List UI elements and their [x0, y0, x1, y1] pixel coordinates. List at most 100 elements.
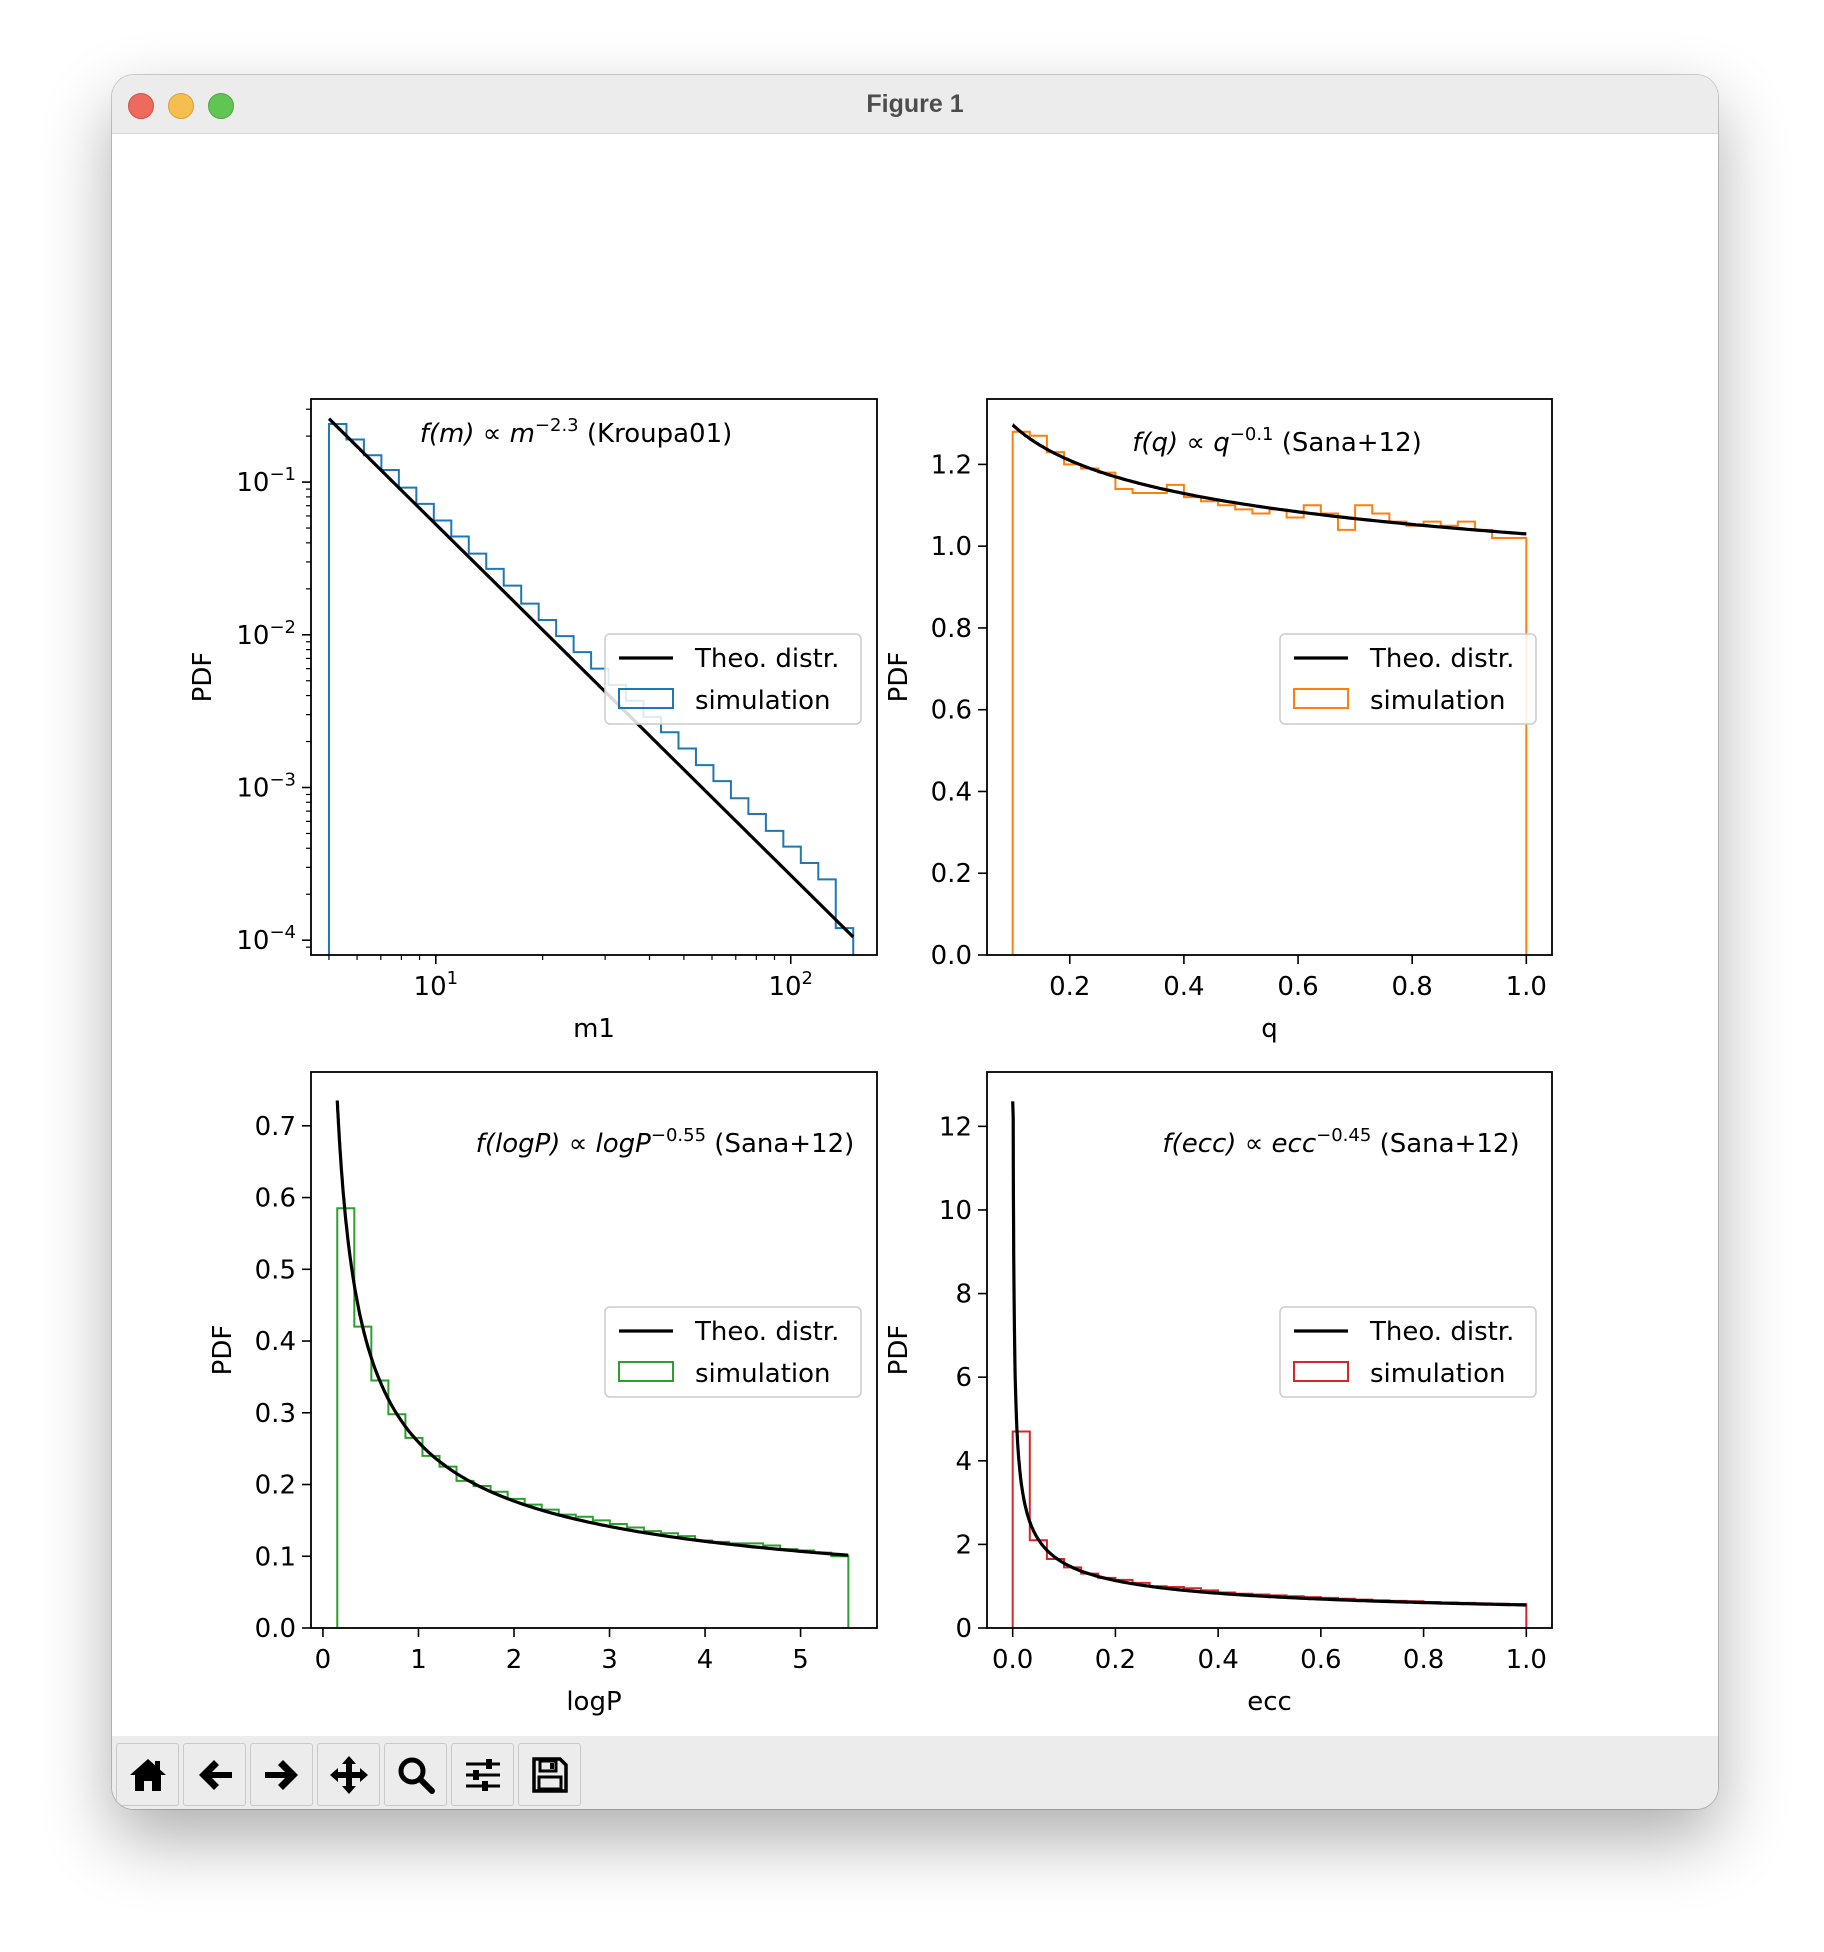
subplot-2: 0.2 0.4 0.6 0.8 1.0 0.0 0.2 0.4 0.6 0.8 1.0 1.2 q PDF…	[884, 398, 1553, 1044]
configure-subplots-button[interactable]	[451, 1743, 514, 1806]
legend-theory-label: Theo. distr.	[694, 1317, 839, 1347]
x-tick-label: 1	[410, 1645, 427, 1675]
x-tick-label: 1.0	[1506, 1645, 1547, 1675]
y-tick-label: 0.5	[255, 1255, 296, 1285]
legend-theory-label: Theo. distr.	[694, 644, 839, 674]
back-arrow-icon	[199, 1760, 232, 1790]
y-axis-label: PDF	[208, 1325, 238, 1376]
home-icon	[130, 1759, 166, 1791]
axes-frame	[310, 1071, 878, 1629]
subplot-1: 101 102 10−1 10−2 10−3 10−4 m1 PDF f(m) ∝ m−2.3 …	[188, 398, 878, 1044]
y-tick-label: 0.0	[255, 1614, 296, 1644]
x-axis-label: m1	[573, 1014, 615, 1044]
window-title: Figure 1	[866, 90, 964, 118]
pan-button[interactable]	[317, 1743, 380, 1806]
y-tick-label: 4	[955, 1447, 972, 1477]
y-tick-label: 1.2	[931, 450, 972, 480]
y-tick-label: 10	[939, 1196, 972, 1226]
x-tick-label: 0.8	[1391, 972, 1432, 1002]
x-tick-label: 101	[414, 968, 459, 1002]
histogram-simulation	[327, 423, 855, 955]
x-tick-label: 0.4	[1197, 1645, 1238, 1675]
legend-simulation-label: simulation	[695, 1359, 831, 1389]
histogram-simulation	[1011, 430, 1528, 955]
theory-curve	[335, 1100, 849, 1557]
legend-simulation-label: simulation	[695, 686, 831, 716]
y-tick-label: 12	[939, 1112, 972, 1142]
zoom-button[interactable]	[384, 1743, 447, 1806]
y-tick-label: 0.1	[255, 1542, 296, 1572]
y-tick-label: 0.6	[931, 696, 972, 726]
subplot-3: 0 1 2 3 4 5 0.0 0.1 0.2 0.3 0.4 0.5 0.6 0.7 logP PDF f(l…	[208, 1071, 878, 1717]
x-tick-label: 0.6	[1300, 1645, 1341, 1675]
zoom-icon	[398, 1757, 435, 1794]
x-tick-label: 2	[506, 1645, 523, 1675]
x-tick-label: 1.0	[1506, 972, 1547, 1002]
y-tick-label: 0.0	[931, 941, 972, 971]
home-button[interactable]	[116, 1743, 179, 1806]
x-tick-label: 0.6	[1277, 972, 1318, 1002]
zoom-window-button[interactable]	[208, 93, 234, 119]
x-axis-label: ecc	[1247, 1687, 1292, 1717]
y-tick-label: 10−2	[236, 617, 296, 651]
x-tick-label: 4	[697, 1645, 714, 1675]
x-tick-label: 0.2	[1095, 1645, 1136, 1675]
legend-simulation-swatch	[1293, 688, 1349, 709]
subplot-title: f(logP) ∝ logP−0.55 (Sana+12)	[476, 1125, 855, 1159]
legend-simulation-swatch	[618, 688, 674, 709]
x-tick-label: 0.4	[1163, 972, 1204, 1002]
histogram-simulation	[1011, 1430, 1528, 1628]
x-tick-label: 102	[768, 968, 813, 1002]
histogram-simulation	[336, 1207, 850, 1628]
subplot-4: 0.0 0.2 0.4 0.6 0.8 1.0 0 2 4 6 8 10 12 ecc PDF f(ecc) …	[884, 1071, 1553, 1717]
y-tick-label: 2	[955, 1530, 972, 1560]
close-window-button[interactable]	[128, 93, 154, 119]
y-tick-label: 0.8	[931, 614, 972, 644]
y-tick-label: 0	[955, 1614, 972, 1644]
legend-simulation-swatch	[618, 1361, 674, 1382]
y-axis-label: PDF	[884, 1325, 914, 1376]
forward-arrow-icon	[265, 1760, 298, 1790]
figure-window: Figure 1 101 102 10−1 10−2 10−3 10−4 m1 PDF f(m)…	[112, 75, 1718, 1809]
back-button[interactable]	[183, 1743, 246, 1806]
legend-theory-label: Theo. distr.	[1369, 1317, 1514, 1347]
subplot-title: f(ecc) ∝ ecc−0.45 (Sana+12)	[1162, 1125, 1519, 1159]
y-tick-label: 0.6	[255, 1184, 296, 1214]
y-tick-label: 10−3	[236, 769, 296, 803]
navigation-toolbar	[112, 1736, 1718, 1809]
y-tick-label: 0.4	[255, 1327, 296, 1357]
axes-frame	[986, 398, 1553, 956]
y-tick-label: 0.2	[255, 1471, 296, 1501]
x-tick-label: 0.8	[1403, 1645, 1444, 1675]
subplot-title: f(q) ∝ q−0.1 (Sana+12)	[1132, 424, 1422, 458]
minimize-window-button[interactable]	[168, 93, 194, 119]
axes-frame	[986, 1071, 1553, 1629]
legend-simulation-label: simulation	[1370, 1359, 1506, 1389]
x-tick-label: 0.0	[992, 1645, 1033, 1675]
title-bar: Figure 1	[112, 75, 1718, 134]
y-tick-label: 8	[955, 1280, 972, 1310]
y-tick-label: 1.0	[931, 532, 972, 562]
x-tick-label: 0.2	[1049, 972, 1090, 1002]
y-tick-label: 0.3	[255, 1399, 296, 1429]
legend-simulation-swatch	[1293, 1361, 1349, 1382]
legend-theory-label: Theo. distr.	[1369, 644, 1514, 674]
y-tick-label: 10−4	[236, 922, 296, 956]
y-tick-label: 0.7	[255, 1112, 296, 1142]
forward-button[interactable]	[250, 1743, 313, 1806]
save-button[interactable]	[518, 1743, 581, 1806]
theory-curve	[327, 417, 855, 939]
axes-frame	[310, 398, 878, 956]
y-tick-label: 10−1	[236, 464, 296, 498]
theory-curve	[1011, 423, 1527, 536]
y-axis-label: PDF	[884, 652, 914, 703]
y-tick-label: 0.4	[931, 777, 972, 807]
subplot-title: f(m) ∝ m−2.3 (Kroupa01)	[420, 415, 733, 449]
theory-curve	[1011, 1101, 1527, 1607]
pan-icon	[330, 1756, 368, 1794]
configure-subplots-icon	[466, 1759, 500, 1791]
x-axis-label: q	[1261, 1014, 1278, 1044]
x-tick-label: 3	[601, 1645, 618, 1675]
x-tick-label: 5	[792, 1645, 809, 1675]
